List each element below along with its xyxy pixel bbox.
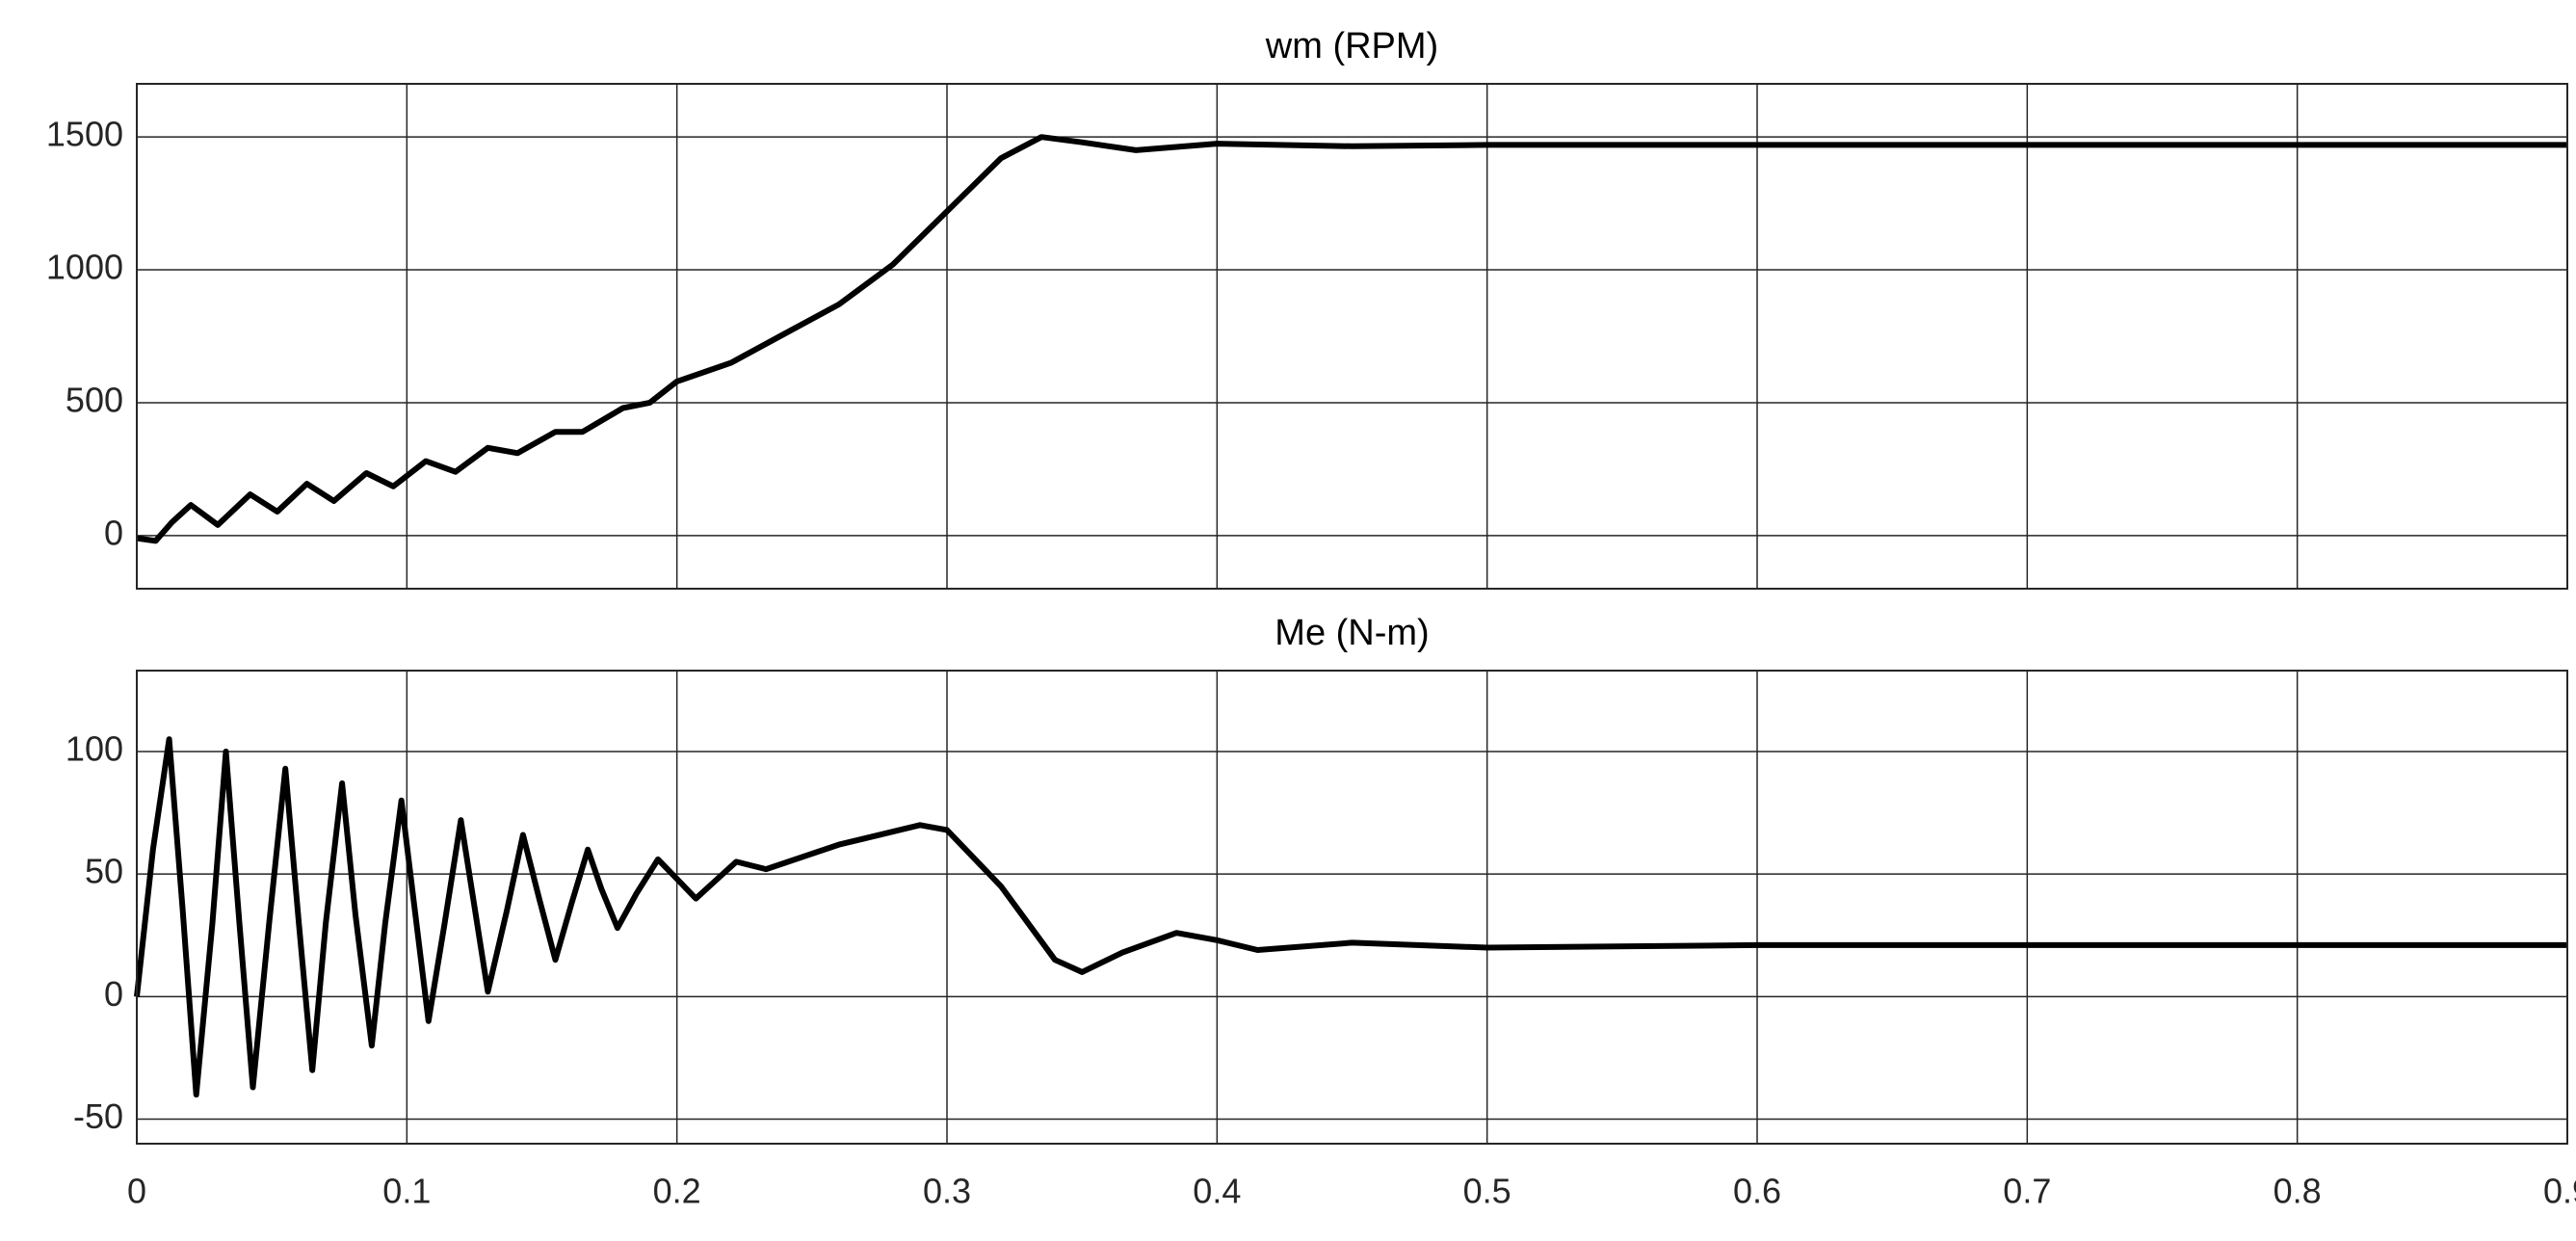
chart-title: Me (N-m) (1275, 613, 1429, 653)
x-tick-label: 0.9 (2543, 1172, 2576, 1211)
x-tick-label: 0.6 (1733, 1172, 1781, 1211)
x-tick-label: 0.2 (653, 1172, 701, 1211)
y-tick-label: -50 (73, 1096, 123, 1136)
y-tick-label: 0 (104, 513, 123, 552)
x-tick-label: 0.3 (923, 1172, 971, 1211)
x-tick-label: 0.8 (2274, 1172, 2322, 1211)
x-tick-label: 0.5 (1463, 1172, 1511, 1211)
x-tick-label: 0.7 (2003, 1172, 2051, 1211)
y-tick-label: 1500 (46, 115, 123, 154)
plot-frame (136, 670, 2568, 1145)
plot-frame (136, 83, 2568, 590)
y-tick-label: 0 (104, 974, 123, 1014)
plot-area (137, 671, 2567, 1144)
y-tick-label: 100 (66, 728, 123, 768)
plot-area (137, 84, 2567, 589)
y-tick-label: 500 (66, 380, 123, 419)
chart-title: wm (RPM) (1265, 26, 1438, 66)
y-tick-label: 1000 (46, 248, 123, 287)
x-tick-label: 0 (127, 1172, 146, 1211)
data-line (134, 736, 2567, 1098)
x-tick-label: 0.1 (382, 1172, 431, 1211)
x-tick-label: 0.4 (1193, 1172, 1241, 1211)
data-line (136, 134, 2567, 544)
y-tick-label: 50 (85, 852, 123, 891)
